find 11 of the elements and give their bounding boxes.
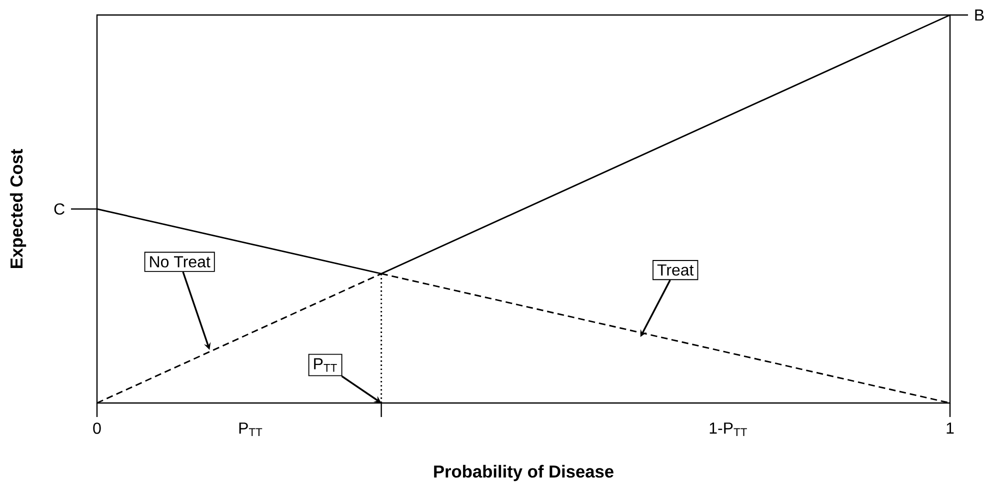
annotation: Treat — [657, 264, 694, 276]
annotation: No Treat — [150, 256, 210, 268]
x-axis-title: Probability of Disease — [434, 464, 614, 482]
x-tick-label: 0 — [93, 422, 101, 434]
annotation: B — [975, 10, 984, 20]
y-axis-title: Expected Cost — [10, 149, 26, 268]
x-tick-label: P$_{TT}$ — [239, 422, 262, 436]
annotation: C — [54, 203, 64, 215]
x-tick-label: 1-P$_{TT}$ — [710, 422, 747, 436]
x-tick-label: 1 — [946, 422, 954, 434]
annotation: P$_{TT}$ — [314, 358, 337, 372]
